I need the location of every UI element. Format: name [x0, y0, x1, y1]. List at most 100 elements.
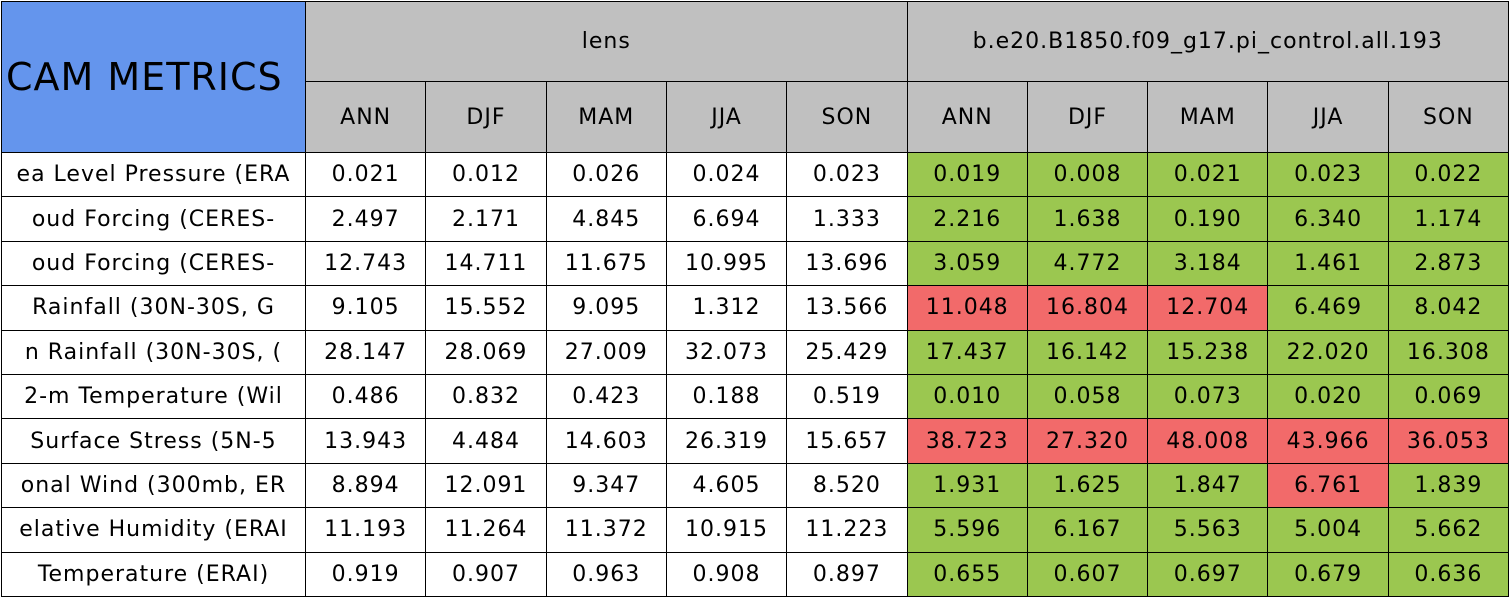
- value-cell: 5.563: [1147, 507, 1269, 553]
- season-header: SON: [1387, 81, 1510, 153]
- row-label: n Rainfall (30N-30S, (: [1, 329, 306, 375]
- value-cell: 27.320: [1026, 418, 1149, 464]
- value-cell: 0.019: [906, 151, 1028, 198]
- season-header: MAM: [1147, 81, 1269, 153]
- value-cell: 15.552: [425, 285, 547, 331]
- value-cell: 38.723: [906, 418, 1028, 464]
- value-cell: 43.966: [1267, 418, 1389, 464]
- value-cell: 9.347: [545, 462, 667, 509]
- value-cell: 0.963: [545, 551, 667, 597]
- value-cell: 0.058: [1026, 373, 1149, 420]
- value-cell: 0.020: [1267, 373, 1389, 420]
- title-cell: CAM METRICS: [1, 1, 306, 153]
- value-cell: 11.048: [906, 285, 1028, 331]
- data-row: Rainfall (30N-30S, G 9.105 15.552 9.095 1.31…: [1, 285, 1510, 331]
- season-header: ANN: [906, 81, 1028, 153]
- value-cell: 4.484: [425, 418, 547, 464]
- value-cell: 2.873: [1387, 240, 1510, 287]
- season-header: SON: [786, 81, 908, 153]
- row-label: oud Forcing (CERES-: [1, 240, 306, 287]
- season-header: JJA: [1267, 81, 1389, 153]
- data-row: oud Forcing (CERES- 12.743 14.711 11.675 10.…: [1, 240, 1510, 287]
- value-cell: 3.184: [1147, 240, 1269, 287]
- value-cell: 25.429: [786, 329, 908, 375]
- value-cell: 0.519: [786, 373, 908, 420]
- value-cell: 0.188: [665, 373, 788, 420]
- value-cell: 5.596: [906, 507, 1028, 553]
- value-cell: 2.171: [425, 196, 547, 242]
- value-cell: 2.497: [304, 196, 427, 242]
- value-cell: 0.023: [786, 151, 908, 198]
- data-row: 2-m Temperature (Wil 0.486 0.832 0.423 0.188…: [1, 373, 1510, 420]
- value-cell: 32.073: [665, 329, 788, 375]
- value-cell: 0.069: [1387, 373, 1510, 420]
- value-cell: 1.333: [786, 196, 908, 242]
- value-cell: 15.238: [1147, 329, 1269, 375]
- value-cell: 36.053: [1387, 418, 1510, 464]
- value-cell: 9.095: [545, 285, 667, 331]
- value-cell: 0.832: [425, 373, 547, 420]
- season-header: DJF: [425, 81, 547, 153]
- value-cell: 0.026: [545, 151, 667, 198]
- metrics-table: CAM METRICS lens b.e20.B1850.f09_g17.pi_co…: [1, 1, 1510, 597]
- row-label: elative Humidity (ERAI: [1, 507, 306, 553]
- value-cell: 6.340: [1267, 196, 1389, 242]
- value-cell: 1.931: [906, 462, 1028, 509]
- value-cell: 11.372: [545, 507, 667, 553]
- value-cell: 0.607: [1026, 551, 1149, 597]
- value-cell: 0.679: [1267, 551, 1389, 597]
- value-cell: 0.021: [304, 151, 427, 198]
- value-cell: 16.308: [1387, 329, 1510, 375]
- data-row: oud Forcing (CERES- 2.497 2.171 4.845 6.694 1…: [1, 196, 1510, 242]
- value-cell: 0.190: [1147, 196, 1269, 242]
- season-header: JJA: [665, 81, 788, 153]
- value-cell: 10.995: [665, 240, 788, 287]
- value-cell: 10.915: [665, 507, 788, 553]
- value-cell: 15.657: [786, 418, 908, 464]
- value-cell: 0.655: [906, 551, 1028, 597]
- value-cell: 11.675: [545, 240, 667, 287]
- value-cell: 0.908: [665, 551, 788, 597]
- value-cell: 0.073: [1147, 373, 1269, 420]
- value-cell: 6.694: [665, 196, 788, 242]
- value-cell: 28.147: [304, 329, 427, 375]
- value-cell: 6.761: [1267, 462, 1389, 509]
- season-header: DJF: [1026, 81, 1149, 153]
- value-cell: 5.004: [1267, 507, 1389, 553]
- value-cell: 2.216: [906, 196, 1028, 242]
- value-cell: 1.174: [1387, 196, 1510, 242]
- value-cell: 1.312: [665, 285, 788, 331]
- value-cell: 0.423: [545, 373, 667, 420]
- value-cell: 0.897: [786, 551, 908, 597]
- value-cell: 0.010: [906, 373, 1028, 420]
- value-cell: 14.711: [425, 240, 547, 287]
- value-cell: 13.566: [786, 285, 908, 331]
- row-label: onal Wind (300mb, ER: [1, 462, 306, 509]
- value-cell: 48.008: [1147, 418, 1269, 464]
- value-cell: 8.894: [304, 462, 427, 509]
- data-row: Temperature (ERAI) 0.919 0.907 0.963 0.908 0.…: [1, 551, 1510, 597]
- value-cell: 4.772: [1026, 240, 1149, 287]
- row-label: 2-m Temperature (Wil: [1, 373, 306, 420]
- value-cell: 1.625: [1026, 462, 1149, 509]
- group-header: lens: [305, 1, 908, 82]
- header-row: CAM METRICS lens b.e20.B1850.f09_g17.pi_co…: [1, 1, 1510, 153]
- value-cell: 22.020: [1267, 329, 1389, 375]
- value-cell: 27.009: [545, 329, 667, 375]
- value-cell: 13.696: [786, 240, 908, 287]
- value-cell: 0.697: [1147, 551, 1269, 597]
- data-row: onal Wind (300mb, ER 8.894 12.091 9.347 4.60…: [1, 462, 1510, 509]
- value-cell: 4.845: [545, 196, 667, 242]
- data-row: ea Level Pressure (ERA 0.021 0.012 0.026 0.0…: [1, 151, 1510, 198]
- value-cell: 16.142: [1026, 329, 1149, 375]
- value-cell: 11.264: [425, 507, 547, 553]
- value-cell: 28.069: [425, 329, 547, 375]
- data-row: elative Humidity (ERAI 11.193 11.264 11.372…: [1, 507, 1510, 553]
- value-cell: 1.839: [1387, 462, 1510, 509]
- value-cell: 0.008: [1026, 151, 1149, 198]
- group-header: b.e20.B1850.f09_g17.pi_control.all.193: [906, 1, 1510, 82]
- value-cell: 4.605: [665, 462, 788, 509]
- value-cell: 11.193: [304, 507, 427, 553]
- value-cell: 11.223: [786, 507, 908, 553]
- value-cell: 0.919: [304, 551, 427, 597]
